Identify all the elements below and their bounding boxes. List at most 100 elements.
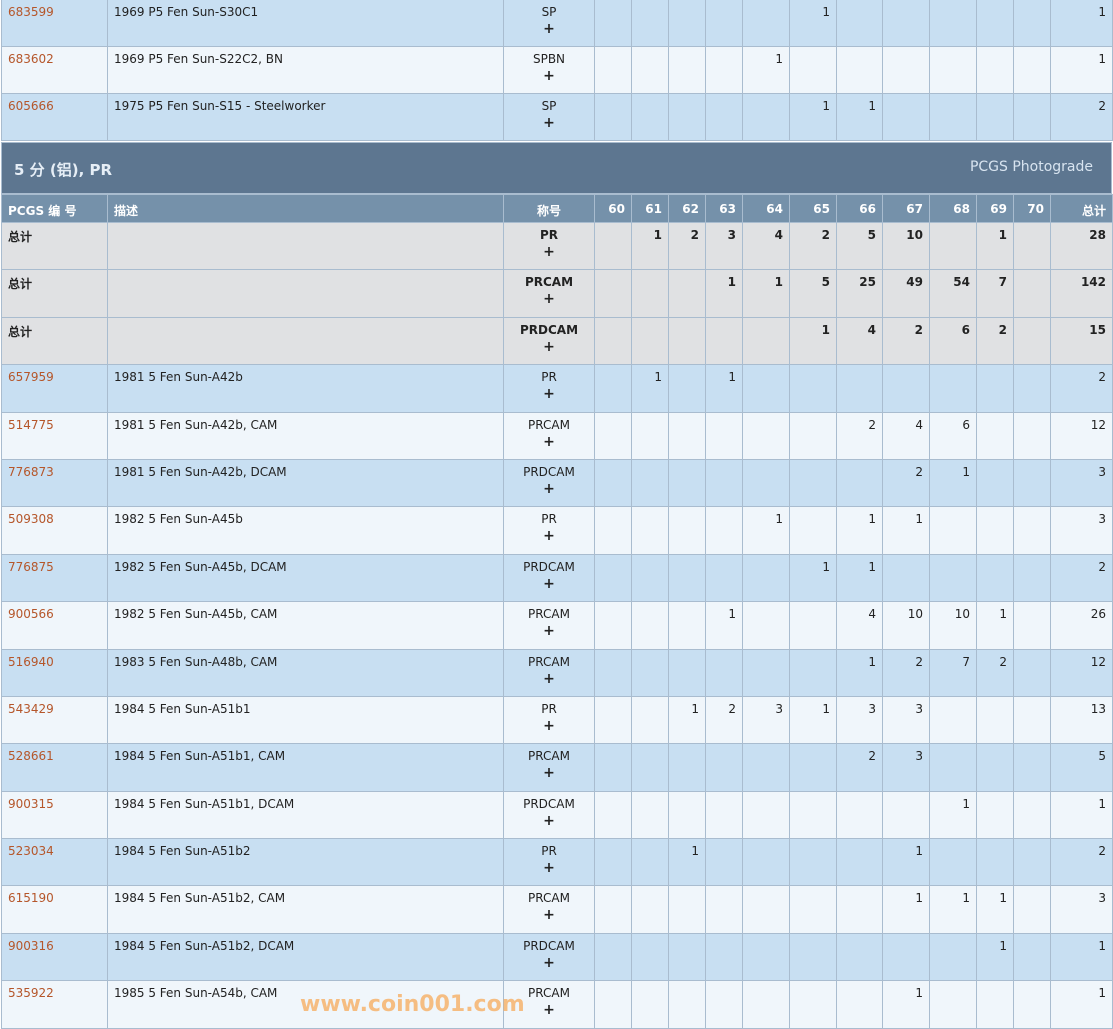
grade-62-count <box>668 648 706 697</box>
grade-60-count <box>594 648 632 697</box>
pcgs-cell: 900316 <box>1 932 108 982</box>
expand-plus-icon[interactable]: + <box>543 860 555 877</box>
pcgs-number-link[interactable]: 900566 <box>8 607 54 622</box>
photograde-link[interactable]: PCGS Photograde <box>969 159 1093 175</box>
pcgs-number-link[interactable]: 605666 <box>8 99 54 113</box>
pcgs-cell: 523034 <box>1 838 108 887</box>
grade-70-count <box>1013 885 1051 934</box>
grade-68-count <box>929 553 977 603</box>
table-row: 516940 1983 5 Fen Sun-A48b, CAM PRCAM +1 2 7 2… <box>1 648 1113 697</box>
grade-65-count <box>789 885 837 934</box>
expand-plus-icon[interactable]: + <box>543 717 555 734</box>
expand-plus-icon[interactable]: + <box>543 68 555 84</box>
designation: PRDCAM <box>519 322 579 337</box>
pcgs-number-link[interactable]: 516940 <box>8 654 54 669</box>
grade-61-count <box>631 932 669 982</box>
col-grade-68: 68 <box>929 194 977 223</box>
pcgs-number-link[interactable]: 900316 <box>8 938 54 953</box>
grade-65-count: 1 <box>789 0 837 47</box>
grade-64-count <box>742 790 790 840</box>
description-cell: 1984 5 Fen Sun-A51b2, CAM <box>107 885 504 934</box>
designation: PR <box>541 512 557 527</box>
grade-64-count <box>742 932 790 982</box>
grade-69-count <box>976 93 1014 141</box>
row-total: 12 <box>1050 648 1113 697</box>
grade-63-count: 2 <box>705 695 743 745</box>
pcgs-number-link[interactable]: 776875 <box>8 559 54 574</box>
designation: SP <box>541 5 557 19</box>
grade-69-count <box>976 790 1014 840</box>
grade-64-count <box>742 885 790 934</box>
expand-plus-icon[interactable]: + <box>543 528 555 545</box>
expand-plus-icon[interactable]: + <box>543 386 555 403</box>
pcgs-cell: 514775 <box>1 411 108 460</box>
grade-69-count: 1 <box>976 221 1014 271</box>
grade-60-count <box>594 411 632 460</box>
expand-plus-icon[interactable]: + <box>543 623 555 640</box>
pcgs-number-link[interactable]: 509308 <box>8 512 54 527</box>
expand-plus-icon[interactable]: + <box>543 812 555 829</box>
grade-65-count <box>789 506 837 555</box>
pcgs-number-link[interactable]: 543429 <box>8 701 54 716</box>
expand-plus-icon[interactable]: + <box>543 480 555 497</box>
expand-plus-icon[interactable]: + <box>543 575 555 592</box>
designation-cell: PRDCAM + <box>503 316 595 366</box>
expand-plus-icon[interactable]: + <box>543 670 555 687</box>
row-total: 1 <box>1050 980 1113 1029</box>
expand-plus-icon[interactable]: + <box>543 291 555 308</box>
expand-plus-icon[interactable]: + <box>543 115 555 131</box>
pcgs-number-link[interactable]: 514775 <box>8 417 54 432</box>
pcgs-number-link[interactable]: 900315 <box>8 796 54 811</box>
grade-64-count <box>742 93 790 141</box>
pcgs-cell: 543429 <box>1 695 108 745</box>
expand-plus-icon[interactable]: + <box>543 338 555 355</box>
pcgs-number-link[interactable]: 535922 <box>8 986 54 1001</box>
grade-61-count <box>631 980 669 1029</box>
designation: PRDCAM <box>523 796 575 811</box>
col-total: 总计 <box>1050 194 1113 223</box>
pcgs-number-link[interactable]: 523034 <box>8 844 54 859</box>
grade-60-count <box>594 932 632 982</box>
table-row: 776875 1982 5 Fen Sun-A45b, DCAM PRDCAM +1 1… <box>1 553 1113 603</box>
grade-63-count <box>705 553 743 603</box>
pcgs-cell: 总计 <box>1 316 108 366</box>
grade-64-count <box>742 553 790 603</box>
grade-65-count <box>789 932 837 982</box>
designation: PRCAM <box>528 891 570 906</box>
expand-plus-icon[interactable]: + <box>543 907 555 924</box>
grade-67-count: 1 <box>882 506 930 555</box>
table-row: 509308 1982 5 Fen Sun-A45b PR +1 1 1 3 <box>1 506 1113 555</box>
expand-plus-icon[interactable]: + <box>543 244 555 260</box>
pcgs-number-link[interactable]: 615190 <box>8 891 54 906</box>
pcgs-number-link[interactable]: 683602 <box>8 52 54 66</box>
grade-64-count <box>742 838 790 887</box>
col-description: 描述 <box>107 194 504 223</box>
total-row: 总计 PR +1 2 3 4 2 5 10 1 28 <box>1 221 1113 271</box>
pcgs-cell: 900315 <box>1 790 108 840</box>
expand-plus-icon[interactable]: + <box>543 1002 555 1019</box>
grade-69-count <box>976 838 1014 887</box>
grade-60-count <box>594 458 632 508</box>
grade-66-count: 3 <box>836 695 883 745</box>
designation: PRCAM <box>528 749 570 764</box>
pcgs-cell: 总计 <box>1 269 108 318</box>
pcgs-number-link[interactable]: 683599 <box>8 5 54 19</box>
grade-68-count <box>929 46 977 94</box>
grade-67-count <box>882 46 930 94</box>
expand-plus-icon[interactable]: + <box>543 954 555 971</box>
coin-description: 1982 5 Fen Sun-A45b <box>114 512 243 527</box>
pcgs-number-link[interactable]: 657959 <box>8 370 54 385</box>
row-total: 3 <box>1050 458 1113 508</box>
expand-plus-icon[interactable]: + <box>543 765 555 782</box>
grade-62-count <box>668 506 706 555</box>
grade-65-count <box>789 364 837 413</box>
grade-66-count <box>836 458 883 508</box>
grade-63-count: 1 <box>705 601 743 650</box>
expand-plus-icon[interactable]: + <box>543 21 555 37</box>
grade-68-count <box>929 506 977 555</box>
pcgs-cell: 776873 <box>1 458 108 508</box>
pcgs-number-link[interactable]: 776873 <box>8 464 54 479</box>
expand-plus-icon[interactable]: + <box>543 433 555 450</box>
description-cell: 1982 5 Fen Sun-A45b <box>107 506 504 555</box>
pcgs-number-link[interactable]: 528661 <box>8 749 54 764</box>
